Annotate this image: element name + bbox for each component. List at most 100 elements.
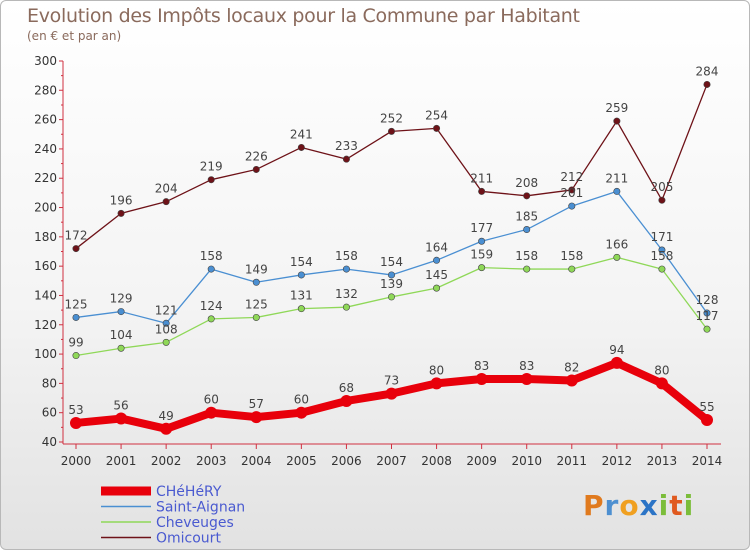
- chart-title: Evolution des Impôts locaux pour la Comm…: [27, 5, 580, 27]
- x-tick-label: 2001: [106, 454, 137, 468]
- data-label: 60: [204, 393, 219, 407]
- data-label: 83: [519, 359, 534, 373]
- y-tick-label: 60: [42, 406, 57, 420]
- data-point: [433, 284, 441, 292]
- data-label: 201: [560, 186, 583, 200]
- data-point: [340, 394, 353, 407]
- data-label: 117: [696, 309, 719, 323]
- series-layer: [70, 80, 713, 435]
- data-label: 158: [335, 249, 358, 263]
- chart-subtitle: (en € et par an): [27, 29, 122, 43]
- data-label: 55: [699, 400, 714, 414]
- data-label: 185: [515, 210, 538, 224]
- y-tick-label: 80: [42, 376, 57, 390]
- x-tick-label: 2008: [421, 454, 452, 468]
- x-tick-label: 2002: [151, 454, 182, 468]
- legend-label: Omicourt: [156, 531, 221, 547]
- data-point: [72, 245, 80, 253]
- data-point: [72, 313, 80, 321]
- legend-label: CHéHéRY: [156, 484, 222, 500]
- data-label: 125: [245, 297, 268, 311]
- data-point: [252, 313, 260, 321]
- y-tick-label: 260: [34, 113, 57, 127]
- data-label: 124: [200, 299, 223, 313]
- data-label: 259: [605, 101, 628, 115]
- data-point: [252, 165, 260, 173]
- x-tick-label: 2009: [466, 454, 497, 468]
- data-label: 241: [290, 127, 313, 141]
- data-point: [568, 265, 576, 273]
- x-tick-label: 2003: [196, 454, 227, 468]
- data-point: [520, 372, 533, 385]
- data-label: 284: [696, 64, 719, 78]
- data-point: [565, 374, 578, 387]
- x-tick-label: 2011: [557, 454, 588, 468]
- data-point: [658, 246, 666, 254]
- data-label: 211: [470, 171, 493, 185]
- y-tick-label: 280: [34, 83, 57, 97]
- data-label: 121: [155, 303, 178, 317]
- data-label: 252: [380, 111, 403, 125]
- data-point: [342, 303, 350, 311]
- data-label: 166: [605, 237, 628, 251]
- data-label: 226: [245, 149, 268, 163]
- data-label: 99: [68, 336, 83, 350]
- y-tick-label: 160: [34, 259, 57, 273]
- y-tick-label: 300: [34, 54, 57, 68]
- data-point: [70, 416, 82, 429]
- data-point: [478, 187, 486, 195]
- data-label: 125: [65, 297, 88, 311]
- data-point: [387, 127, 395, 135]
- x-tick-label: 2000: [61, 454, 92, 468]
- y-tick-label: 100: [34, 347, 57, 361]
- data-point: [207, 176, 215, 184]
- data-label: 68: [339, 381, 354, 395]
- data-label: 158: [560, 249, 583, 263]
- data-label: 83: [474, 359, 489, 373]
- data-point: [117, 344, 125, 352]
- x-tick-label: 2012: [602, 454, 633, 468]
- data-label: 172: [65, 229, 88, 243]
- data-point: [568, 202, 576, 210]
- data-point: [658, 196, 666, 204]
- data-point: [162, 338, 170, 346]
- y-tick-label: 240: [34, 142, 57, 156]
- data-point: [295, 406, 308, 419]
- data-label: 132: [335, 287, 358, 301]
- x-tick-label: 2014: [692, 454, 723, 468]
- data-point: [523, 226, 531, 234]
- data-point: [385, 387, 398, 400]
- data-point: [430, 377, 443, 390]
- data-point: [207, 265, 215, 273]
- data-point: [342, 265, 350, 273]
- data-label: 73: [384, 374, 399, 388]
- y-tick-label: 40: [42, 435, 57, 449]
- proxiti-logo: Proxiti: [583, 489, 695, 522]
- data-labels: 172 196 204 219 226 241 233 252 254 211 208 212 259 2…: [65, 64, 719, 422]
- data-point: [433, 256, 441, 264]
- data-point: [703, 309, 711, 317]
- data-label: 53: [68, 403, 83, 417]
- x-tick-label: 2007: [376, 454, 407, 468]
- data-point: [250, 411, 263, 424]
- data-point: [115, 412, 128, 425]
- data-point: [297, 271, 305, 279]
- data-label: 149: [245, 262, 268, 276]
- data-label: 212: [560, 170, 583, 184]
- data-label: 94: [609, 343, 624, 357]
- data-label: 128: [696, 293, 719, 307]
- data-label: 129: [110, 292, 133, 306]
- data-label: 158: [515, 249, 538, 263]
- data-label: 158: [650, 249, 673, 263]
- data-label: 80: [429, 363, 444, 377]
- x-tick-label: 2010: [511, 454, 542, 468]
- data-label: 177: [470, 221, 493, 235]
- data-label: 204: [155, 182, 178, 196]
- data-label: 108: [155, 322, 178, 336]
- data-point: [297, 143, 305, 151]
- data-label: 208: [515, 176, 538, 190]
- data-point: [162, 319, 170, 327]
- data-point: [610, 356, 623, 369]
